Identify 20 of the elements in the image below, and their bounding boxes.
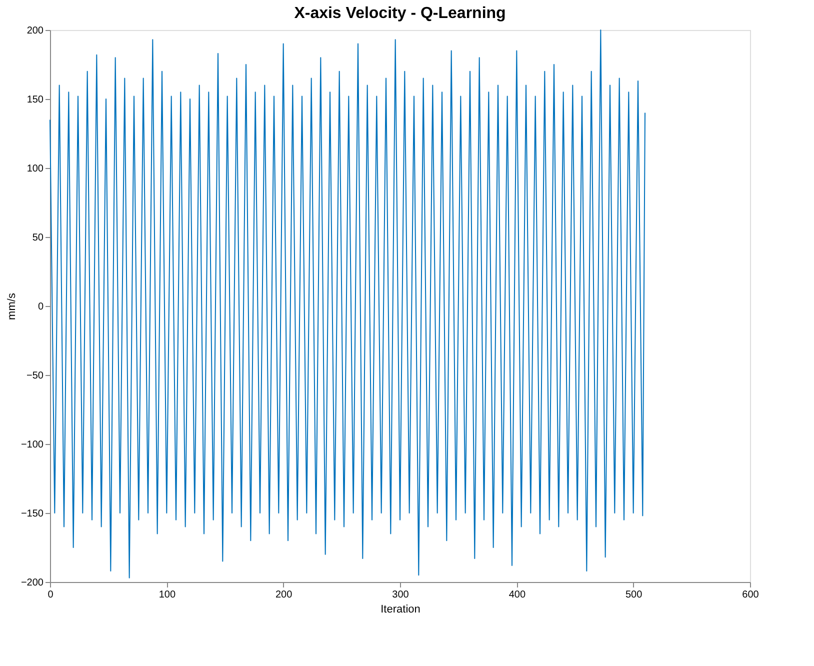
x-tick-label: 0 (48, 590, 54, 600)
y-axis-title: mm/s (6, 292, 18, 320)
y-tick-label: 150 (26, 94, 44, 106)
y-tick-label: −50 (26, 370, 44, 382)
x-tick-label: 500 (625, 590, 643, 600)
y-tick-label: 100 (26, 164, 44, 174)
y-tick-label: 0 (38, 302, 44, 312)
y-tick-label: 50 (32, 232, 44, 244)
x-tick-label: 300 (392, 590, 410, 600)
x-tick-label: 600 (742, 590, 760, 600)
line-series (50, 30, 646, 578)
x-tick-label: 400 (508, 590, 526, 600)
y-tick-label: −200 (20, 578, 44, 588)
y-tick-label: −150 (20, 508, 44, 520)
x-tick-label: 200 (275, 590, 293, 600)
y-tick-label: −100 (20, 440, 44, 450)
x-tick-label: 100 (158, 590, 176, 600)
chart-title: X-axis Velocity - Q-Learning (294, 5, 506, 22)
y-tick-label: 200 (26, 26, 44, 36)
x-axis-title: Iteration (380, 604, 420, 616)
